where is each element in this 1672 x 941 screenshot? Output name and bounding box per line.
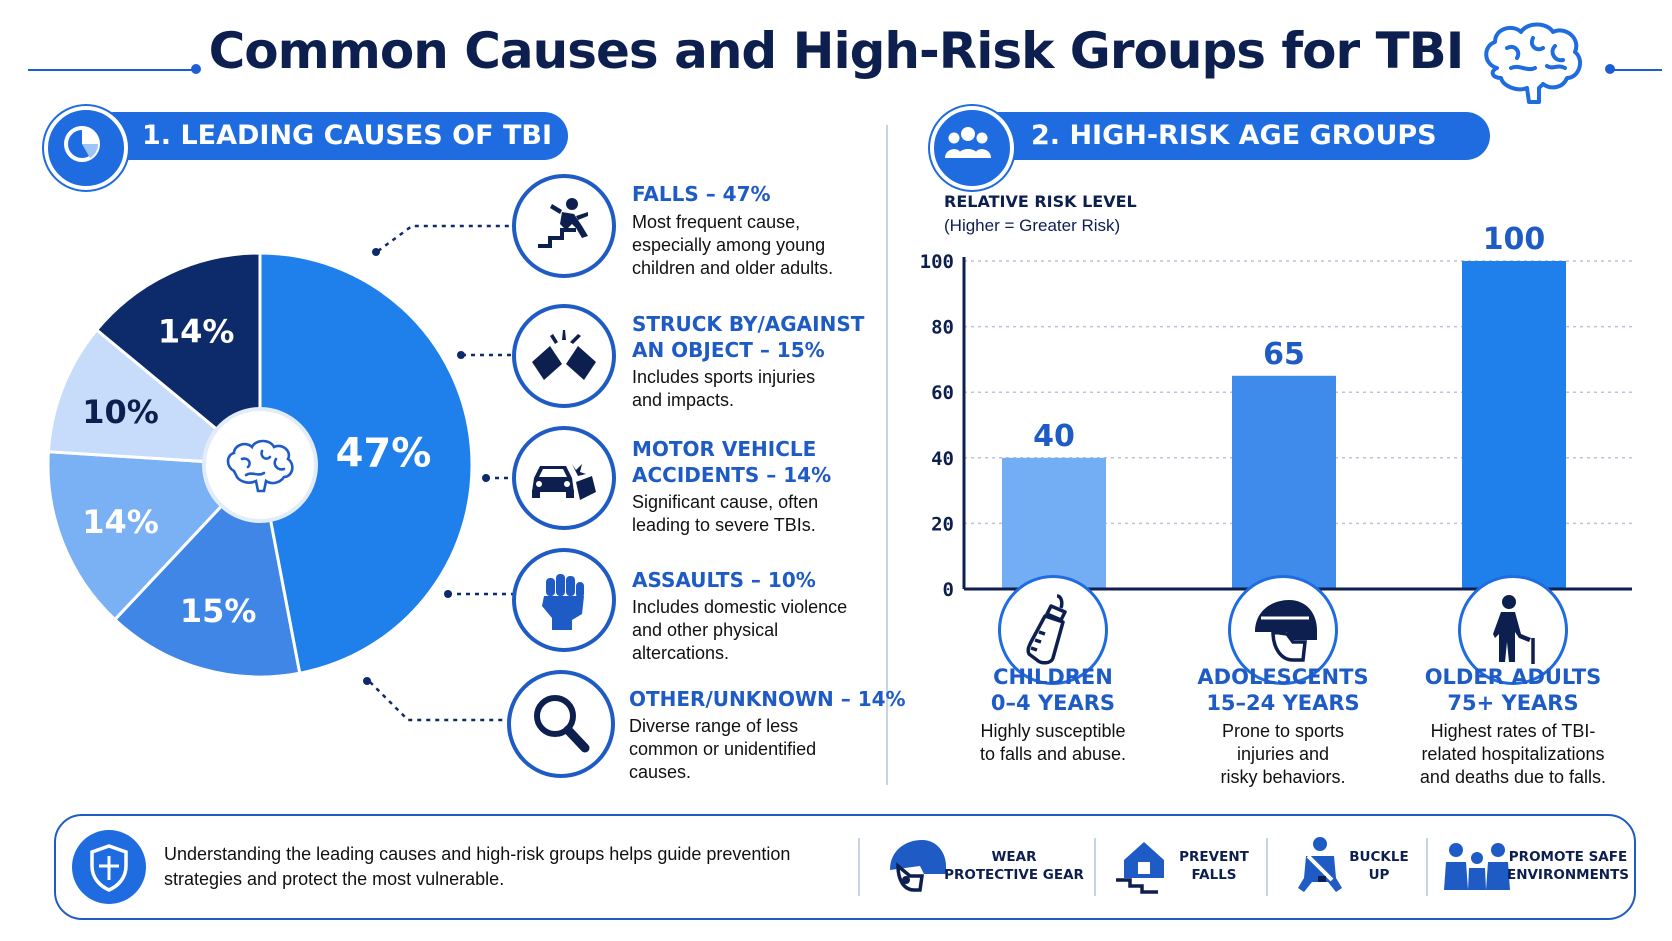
y-tick-label: 0: [943, 579, 954, 601]
tip-prevent-label: PREVENT FALLS: [1179, 849, 1249, 883]
cause-motor-desc: Significant cause, often leading to sever…: [632, 492, 819, 535]
y-tick-label: 100: [920, 251, 954, 273]
group-older-desc: Highest rates of TBI-related hospitaliza…: [1419, 721, 1607, 787]
bar: [1232, 375, 1336, 589]
bar-value-label: 100: [1483, 222, 1546, 257]
chart-subtitle: (Higher = Greater Risk): [944, 216, 1120, 235]
helmet-icon: [1228, 575, 1338, 685]
tip-promote-label: PROMOTE SAFE ENVIRONMENTS: [1506, 849, 1630, 883]
pie-slice: [46, 327, 265, 467]
cause-struck-title: STRUCK BY/AGAINST AN OBJECT – 15%: [632, 312, 865, 362]
baby-bottle-icon: [998, 575, 1108, 685]
pie-center: [202, 407, 318, 523]
falling-person-icon: [512, 174, 616, 278]
cause-motor-title: MOTOR VEHICLE ACCIDENTS – 14%: [632, 437, 832, 487]
footer-separator: [858, 838, 860, 896]
cause-assaults-desc: Includes domestic violence and other phys…: [632, 597, 848, 663]
cause-other-desc: Diverse range of less common or unidentif…: [629, 716, 817, 782]
pie-slice-label: 15%: [180, 592, 257, 630]
section-divider: [886, 125, 888, 785]
y-tick-label: 60: [931, 382, 954, 404]
risk-bar-chart: RELATIVE RISK LEVEL (Higher = Greater Ri…: [920, 192, 1632, 601]
section2-heading: 2. HIGH-RISK AGE GROUPS: [975, 112, 1490, 160]
group-adolescents-desc: Prone to sports injuries and risky behavio…: [1220, 721, 1346, 787]
y-tick-label: 20: [931, 513, 954, 535]
cause-other-title: OTHER/UNKNOWN – 14%: [629, 687, 906, 711]
bar: [1002, 457, 1106, 589]
bar: [1462, 261, 1566, 589]
y-tick-label: 40: [931, 448, 954, 470]
bar-value-label: 65: [1263, 337, 1305, 372]
house-stairs-icon: [1116, 842, 1164, 894]
group-children-desc: Highly susceptible to falls and abuse.: [979, 721, 1127, 764]
pie-slice: [258, 251, 474, 676]
elderly-cane-icon: [1458, 575, 1568, 685]
footer-separator: [1094, 838, 1096, 896]
helmet-icon: [890, 840, 946, 892]
pie-slice-label: 14%: [82, 503, 159, 541]
footer-separator: [1426, 838, 1428, 896]
fist-icon: [512, 548, 616, 652]
causes-pie-chart: 47% 15% 14% 10% 14%: [46, 251, 474, 679]
cause-struck-desc: Includes sports injuries and impacts.: [632, 367, 816, 410]
title-rule-left: [28, 69, 196, 71]
footer-text: Understanding the leading causes and hig…: [164, 844, 791, 889]
bar-value-label: 40: [1033, 419, 1075, 454]
pie-slice-label: 47%: [336, 430, 432, 476]
y-tick-label: 80: [931, 317, 954, 339]
seatbelt-icon: [1298, 837, 1342, 892]
footer-banner: [54, 814, 1636, 920]
page-title: Common Causes and High-Risk Groups for T…: [208, 22, 1465, 80]
group-adolescents-label: ADOLESCENTS 15–24 YEARS: [1197, 665, 1369, 715]
magnifier-icon: [507, 670, 615, 778]
footer-separator: [1266, 838, 1268, 896]
brain-icon: [1484, 22, 1583, 104]
cause-falls-title: FALLS – 47%: [632, 182, 771, 206]
pie-slice: [46, 450, 264, 622]
brain-icon: [226, 439, 294, 493]
shield-icon: [72, 830, 146, 904]
chart-title: RELATIVE RISK LEVEL: [944, 192, 1137, 211]
cause-falls-desc: Most frequent cause, especially among you…: [632, 212, 834, 278]
people-group-icon: [930, 106, 1014, 190]
pie-chart-icon: [44, 106, 128, 190]
tip-buckle-label: BUCKLE UP: [1349, 849, 1409, 883]
car-crash-icon: [512, 426, 616, 530]
family-icon: [1444, 843, 1510, 890]
title-rule-right: [1610, 69, 1662, 71]
pie-slice-label: 10%: [82, 393, 159, 431]
title-dot-left: [191, 64, 201, 74]
group-older-label: OLDER ADULTS 75+ YEARS: [1424, 665, 1602, 715]
impact-icon: [512, 304, 616, 408]
pie-slice: [94, 251, 262, 469]
group-children-label: CHILDREN 0–4 YEARS: [990, 665, 1116, 715]
pie-slice-label: 14%: [158, 312, 235, 350]
cause-assaults-title: ASSAULTS – 10%: [632, 568, 816, 592]
section1-heading: 1. LEADING CAUSES OF TBI: [90, 112, 568, 160]
tip-wear-label: WEAR PROTECTIVE GEAR: [944, 849, 1084, 883]
